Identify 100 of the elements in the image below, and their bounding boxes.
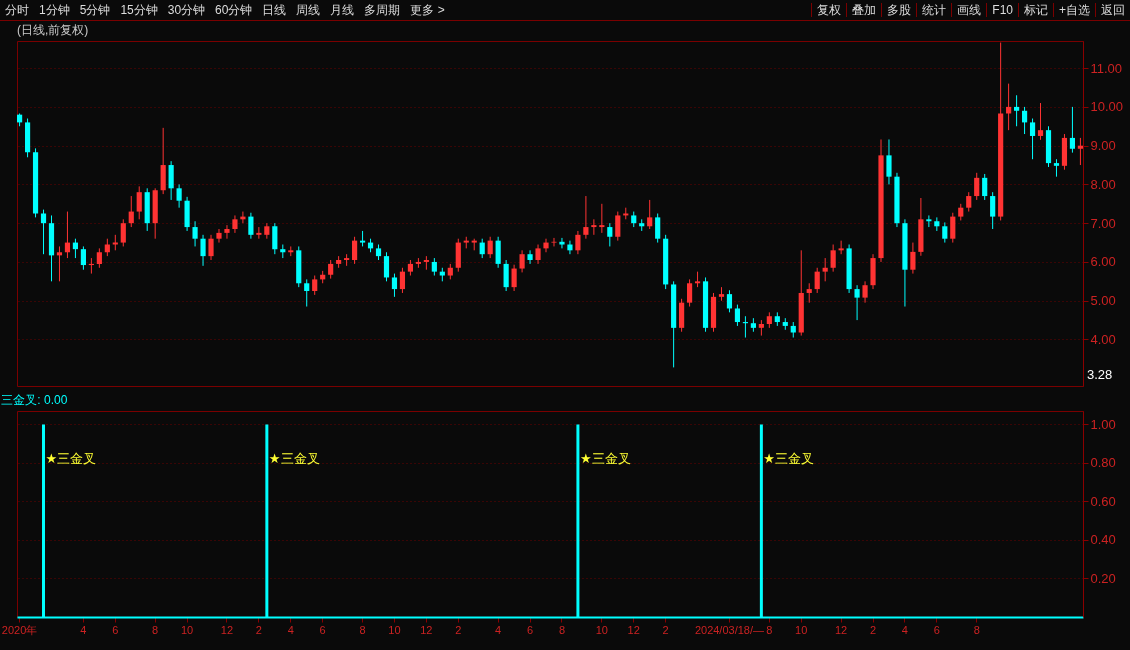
text: 返回	[1095, 3, 1130, 17]
candlestick	[950, 212, 956, 244]
x-tick-label: 12	[835, 623, 848, 636]
candlestick	[990, 191, 996, 230]
candlestick	[559, 237, 565, 249]
y-tick-label: 6.00	[1090, 254, 1116, 270]
candlestick	[383, 251, 390, 282]
candlestick	[551, 237, 557, 247]
text: 叠加	[846, 3, 882, 17]
candlestick	[399, 267, 406, 294]
candlestick	[248, 212, 254, 240]
candlestick	[495, 236, 501, 269]
candlestick	[168, 160, 174, 201]
candlestick	[136, 185, 142, 220]
candlestick	[1077, 137, 1083, 166]
y-tick-label: 11.00	[1090, 60, 1123, 76]
candlestick	[966, 191, 972, 213]
candlestick	[40, 209, 47, 255]
candlestick	[487, 236, 493, 259]
candlestick	[854, 284, 860, 321]
text: 统计	[916, 3, 952, 17]
x-tick-label: 2	[455, 623, 462, 636]
text: 分时	[4, 3, 30, 17]
annotation: ★三金叉	[763, 451, 815, 466]
text: 日线	[261, 3, 288, 17]
candlestick	[686, 278, 693, 308]
candlestick	[734, 304, 741, 327]
candlestick	[1014, 94, 1020, 127]
x-tick-label: 10	[180, 623, 194, 636]
candlestick	[726, 289, 733, 313]
candlestick	[511, 264, 517, 292]
text: 多股	[881, 3, 917, 17]
y-tick-label: 4.00	[1090, 331, 1116, 347]
candlestick	[543, 238, 549, 253]
candlestick	[503, 259, 509, 292]
y-tick-label: 0.40	[1090, 532, 1116, 548]
candlestick	[519, 249, 525, 273]
candlestick	[1029, 118, 1036, 160]
x-tick-label: 8	[558, 623, 566, 636]
x-tick-label: 12	[420, 623, 433, 636]
candlestick	[328, 259, 334, 280]
text: 画线	[951, 3, 987, 17]
text: 标记	[1017, 3, 1053, 17]
x-tick-label: 10	[595, 623, 608, 636]
candlestick	[80, 245, 86, 271]
candlestick	[830, 244, 836, 273]
text: 3.28	[1087, 367, 1113, 382]
x-tick-label: 6	[112, 623, 119, 636]
candlestick	[806, 282, 812, 304]
candlestick	[535, 244, 541, 265]
candlestick	[575, 230, 581, 255]
candlestick	[96, 247, 102, 269]
x-tick-label: 4	[287, 623, 294, 636]
text: 更多 >	[409, 3, 446, 17]
x-tick-label: 8	[766, 623, 773, 636]
candlestick	[216, 228, 222, 244]
x-tick-label: 4	[901, 623, 908, 636]
candlestick	[838, 240, 844, 255]
candlestick	[208, 234, 214, 261]
candlestick	[1021, 106, 1028, 135]
y-tick-label: 8.00	[1090, 176, 1116, 192]
y-tick-label: 7.00	[1090, 215, 1116, 231]
candlestick	[232, 214, 238, 234]
candlestick	[391, 273, 398, 298]
x-tick-label: 2024/03/18/—	[694, 623, 765, 636]
x-tick-label: 2	[255, 623, 262, 636]
x-tick-label: 12	[627, 623, 640, 636]
y-tick-label: 0.80	[1090, 455, 1116, 471]
text: 5分钟	[78, 3, 112, 17]
candlestick	[862, 280, 868, 304]
x-tick-label: 6	[319, 623, 326, 636]
y-tick-label: 5.00	[1090, 293, 1116, 309]
x-tick-label: 2020年	[1, 623, 38, 636]
text: 月线	[329, 3, 356, 17]
x-tick-label: 10	[388, 623, 401, 636]
candlestick	[272, 222, 278, 255]
text: 30分钟	[166, 3, 207, 17]
annotation: ★三金叉	[268, 451, 320, 466]
x-tick-label: 6	[933, 623, 940, 636]
candlestick	[1069, 106, 1076, 154]
text: 1分钟	[38, 3, 71, 17]
candlestick	[607, 222, 613, 247]
candlestick	[1037, 102, 1044, 141]
x-tick-label: 6	[527, 623, 534, 636]
candlestick	[591, 218, 597, 236]
candlestick	[256, 226, 262, 240]
candlestick	[64, 211, 71, 259]
y-tick-label: 9.00	[1090, 138, 1116, 154]
text: 多周期	[363, 3, 402, 17]
candlestick	[304, 278, 310, 308]
candlestick	[479, 238, 485, 259]
candlestick	[176, 183, 182, 209]
candlestick	[910, 242, 916, 275]
annotation: ★三金叉	[45, 451, 97, 466]
candlestick	[224, 224, 230, 240]
candlestick	[974, 172, 980, 201]
x-tick-label: 4	[495, 623, 502, 636]
candlestick	[567, 240, 573, 255]
x-tick-label: 2	[662, 623, 669, 636]
y-tick-label: 10.00	[1090, 99, 1124, 115]
